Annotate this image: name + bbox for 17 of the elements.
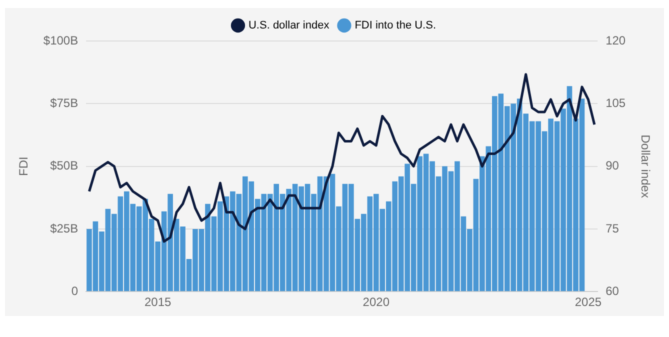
y-tick-label: 0 (71, 284, 78, 298)
y-tick-label: $75B (50, 96, 78, 110)
y2-tick-label: 120 (606, 33, 626, 48)
x-tick-label: 2015 (144, 295, 172, 310)
y2-tick-label: 90 (606, 158, 620, 173)
legend-label: U.S. dollar index (248, 20, 330, 32)
y2-tick-label: 75 (606, 221, 620, 236)
y2-tick-label: 105 (606, 96, 626, 110)
y-tick-label: $25B (50, 221, 78, 236)
y-tick-label: $50B (50, 158, 78, 173)
x-tick-label: 2025 (574, 295, 602, 310)
x-tick-label: 2020 (362, 295, 390, 310)
y-tick-label: $100B (43, 33, 78, 48)
y2-axis-title: Dollar index (638, 134, 652, 198)
y2-tick-label: 60 (606, 284, 620, 298)
legend-label: FDI into the U.S. (354, 20, 436, 32)
y-axis-title: FDI (16, 156, 31, 176)
